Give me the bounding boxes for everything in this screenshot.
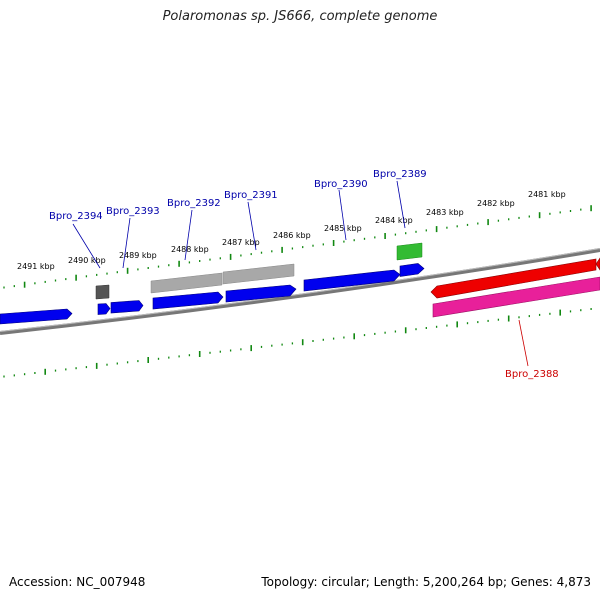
forward-cds-arrow[interactable] <box>0 308 73 325</box>
label-leader-line <box>184 209 193 261</box>
label-leader-line <box>247 201 257 251</box>
ruler-label-2490: 2490 kbp <box>68 256 106 265</box>
gene-label-bpro-2389[interactable]: Bpro_2389 <box>373 169 427 180</box>
gray-feature-block[interactable] <box>150 272 223 294</box>
gene-label-bpro-2391[interactable]: Bpro_2391 <box>224 190 278 201</box>
label-leader-line <box>338 189 347 241</box>
ruler-label-2491: 2491 kbp <box>17 262 55 271</box>
ruler-label-2485: 2485 kbp <box>324 224 362 233</box>
forward-cds-arrow[interactable] <box>110 300 144 314</box>
gene-label-bpro-2392[interactable]: Bpro_2392 <box>167 198 221 209</box>
ruler-label-2484: 2484 kbp <box>375 216 413 225</box>
gray-feature-block[interactable] <box>222 263 295 285</box>
ruler-label-2483: 2483 kbp <box>426 208 464 217</box>
ruler-label-2481: 2481 kbp <box>528 190 566 199</box>
gene-label-bpro-2393[interactable]: Bpro_2393 <box>106 206 160 217</box>
ruler-label-2489: 2489 kbp <box>119 251 157 260</box>
genome-summary-text: Topology: circular; Length: 5,200,264 bp… <box>261 575 591 589</box>
outer-tick-row <box>3 205 592 289</box>
forward-cds-arrow[interactable] <box>152 291 224 310</box>
accession-text: Accession: NC_007948 <box>9 575 146 589</box>
label-leader-line <box>518 319 529 367</box>
reverse-feature-block[interactable] <box>432 276 600 318</box>
ruler-label-2488: 2488 kbp <box>171 245 209 254</box>
gene-label-bpro-2394[interactable]: Bpro_2394 <box>49 211 103 222</box>
gene-label-bpro-2388[interactable]: Bpro_2388 <box>505 369 559 380</box>
dark-feature-block[interactable] <box>95 284 110 300</box>
genome-backbone <box>0 248 600 335</box>
forward-cds-arrow[interactable] <box>225 284 297 303</box>
ruler-label-2487: 2487 kbp <box>222 238 260 247</box>
forward-cds-arrow[interactable] <box>97 303 111 315</box>
reverse-cds-arrow[interactable] <box>595 257 600 271</box>
map-title: Polaromonas sp. JS666, complete genome <box>162 9 438 24</box>
gene-label-bpro-2390[interactable]: Bpro_2390 <box>314 179 368 190</box>
forward-cds-arrow[interactable] <box>399 263 425 277</box>
ruler-label-2486: 2486 kbp <box>273 231 311 240</box>
label-leader-line <box>396 180 406 229</box>
forward-cds-arrow[interactable] <box>303 269 401 292</box>
ruler-label-2482: 2482 kbp <box>477 199 515 208</box>
green-feature-block[interactable] <box>396 242 423 261</box>
genome-backbone-highlight <box>0 248 600 332</box>
label-leader-line <box>72 223 101 269</box>
inner-tick-row <box>3 308 592 378</box>
label-leader-line <box>122 217 131 269</box>
